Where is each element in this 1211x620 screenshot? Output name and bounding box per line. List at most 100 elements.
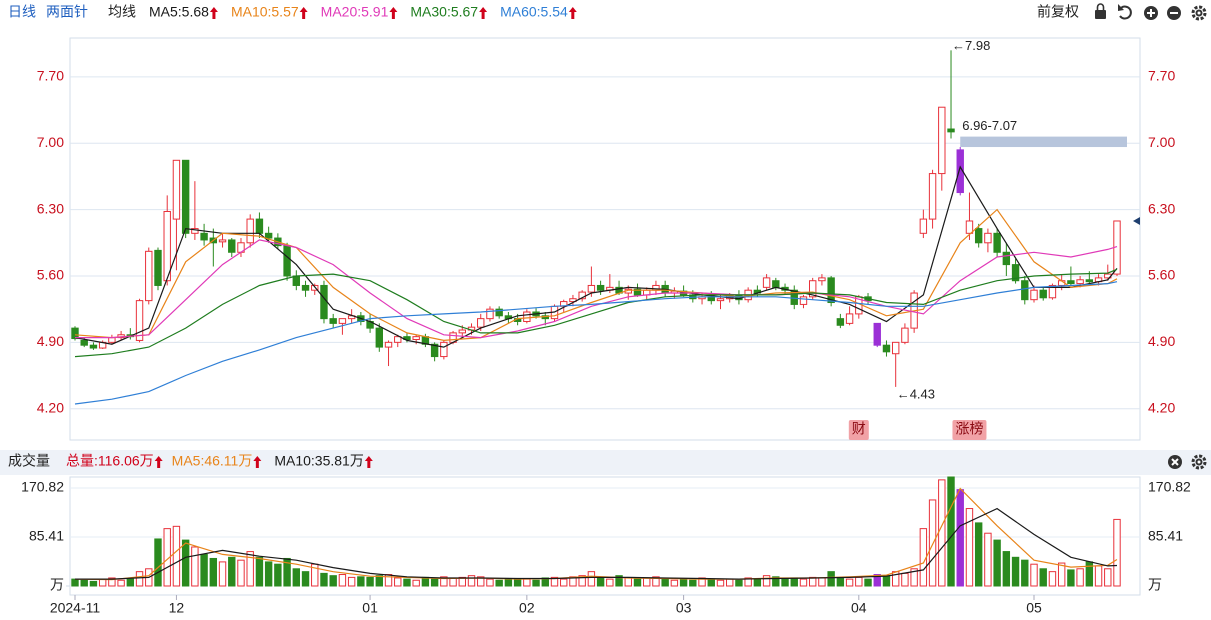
- volume-tick-label-right: 170.82: [1148, 479, 1191, 495]
- volume-bar: [89, 580, 98, 587]
- x-tick-label: 2024-11: [50, 600, 101, 616]
- volume-bar: [80, 579, 88, 587]
- candle-body: [71, 327, 79, 340]
- period[interactable]: 日线: [8, 4, 36, 20]
- candle-body: [301, 284, 310, 291]
- candle-body: [338, 318, 347, 324]
- volume-bar: [108, 577, 116, 587]
- candle-body: [772, 280, 780, 288]
- candle-body: [818, 277, 826, 282]
- up-arrow: [479, 7, 488, 19]
- volume-bar: [292, 568, 301, 587]
- close-icon[interactable]: [1168, 455, 1182, 469]
- candle-body: [1067, 280, 1075, 285]
- volume-bar: [1057, 562, 1066, 587]
- event-label[interactable]: 财: [852, 421, 866, 437]
- candle-body: [523, 311, 531, 322]
- volume-bar: [1094, 565, 1103, 587]
- event-label[interactable]: 涨榜: [955, 421, 983, 437]
- volume-bar: [550, 576, 559, 587]
- y-tick-label: 7.00: [37, 134, 64, 150]
- candle-body: [707, 296, 715, 302]
- ma-legend: MA5:5.68: [149, 4, 209, 20]
- candle-body: [255, 218, 264, 234]
- price-panel: [69, 37, 1141, 441]
- candle-body: [901, 327, 909, 343]
- volume-bar: [827, 571, 835, 587]
- volume-bar: [956, 489, 964, 587]
- volume-bar: [228, 556, 236, 587]
- lock-icon[interactable]: [1095, 3, 1106, 19]
- stock-name[interactable]: 两面针: [46, 4, 88, 20]
- y-tick-label: 5.60: [37, 267, 64, 283]
- toolbar: 日线 两面针 均线 前复权: [8, 3, 1207, 21]
- candle-body: [375, 327, 384, 348]
- volume-bar: [808, 576, 817, 587]
- candle-body: [716, 298, 725, 302]
- ma-label[interactable]: 均线: [108, 4, 136, 20]
- volume-settings-icon[interactable]: [1191, 454, 1207, 470]
- volume-bar: [818, 577, 826, 587]
- candle-body: [799, 296, 808, 305]
- candle-body: [154, 249, 162, 286]
- event-badge[interactable]: [848, 420, 869, 440]
- candle-body: [578, 291, 586, 300]
- volume-bar: [449, 577, 457, 587]
- ma-legend: MA30:5.67: [410, 4, 478, 20]
- zoom-out-icon[interactable]: [1167, 6, 1181, 20]
- up-arrow: [364, 456, 373, 468]
- volume-tick-label-right: 万: [1148, 577, 1162, 593]
- volume-bar: [652, 576, 660, 587]
- volume-bar: [947, 476, 955, 587]
- volume-bar: [910, 568, 918, 587]
- candle-body: [827, 277, 835, 304]
- volume-bar: [679, 578, 688, 587]
- ma-line: [75, 239, 1118, 339]
- price-annotation: ←4.43: [897, 386, 935, 401]
- volume-bar: [1113, 518, 1121, 587]
- volume-bar: [633, 578, 642, 587]
- up-arrow: [299, 7, 308, 19]
- volume-bar: [237, 559, 245, 587]
- volume-bar: [707, 578, 715, 587]
- x-tick-label: 01: [362, 600, 378, 616]
- volume-bar: [172, 525, 181, 587]
- y-tick-label: 4.90: [37, 333, 64, 349]
- volume-bar: [421, 576, 430, 587]
- volume-bar: [735, 579, 743, 587]
- volume-bar: [689, 579, 697, 587]
- settings-icon[interactable]: [1191, 5, 1207, 21]
- volume-bar: [624, 577, 632, 587]
- x-tick-label: 04: [851, 600, 867, 616]
- zoom-in-icon[interactable]: [1144, 6, 1158, 20]
- volume-bar: [615, 575, 623, 587]
- candle-body: [440, 341, 448, 358]
- volume-bar: [274, 563, 282, 587]
- candle-body: [394, 336, 402, 343]
- candle-body: [495, 308, 503, 317]
- candle-body: [984, 232, 992, 244]
- volume-tick-label: 85.41: [29, 528, 64, 544]
- candle-body: [163, 211, 171, 282]
- y2-tick-label: 7.70: [1148, 68, 1175, 84]
- y-tick-label: 6.30: [37, 200, 64, 216]
- candle-body: [264, 232, 273, 239]
- volume-bar: [357, 576, 365, 587]
- candle-body: [246, 218, 254, 244]
- candle-body: [191, 228, 199, 234]
- volume-bar: [430, 578, 439, 587]
- candle-body: [89, 344, 98, 349]
- event-badge[interactable]: [952, 420, 987, 440]
- candle-body: [587, 284, 596, 293]
- candle-body: [1030, 289, 1038, 301]
- candle-body: [412, 336, 420, 341]
- volume-bar: [200, 553, 208, 587]
- undo-icon[interactable]: [1118, 4, 1132, 20]
- volume-bar: [606, 578, 614, 587]
- ma-line: [74, 268, 1118, 358]
- candle-body: [1002, 251, 1011, 266]
- y2-tick-label: 6.30: [1148, 200, 1175, 216]
- volume-bar: [882, 575, 891, 587]
- candle-body: [1048, 284, 1057, 299]
- adjust[interactable]: 前复权: [1037, 4, 1079, 20]
